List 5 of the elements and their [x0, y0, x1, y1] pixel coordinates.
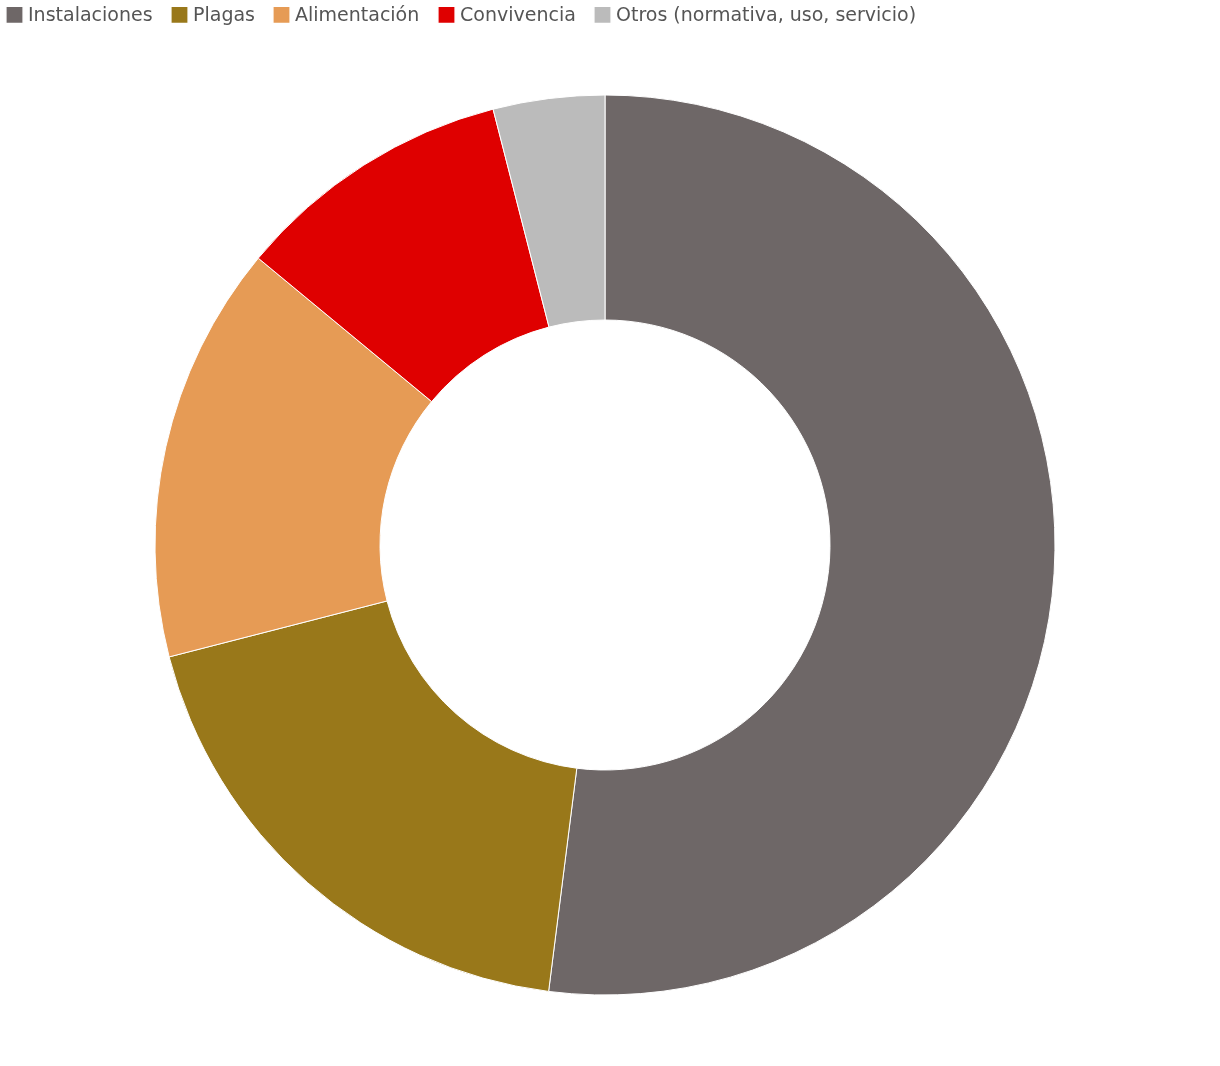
legend-label: Plagas: [193, 2, 255, 25]
legend-label: Instalaciones: [28, 2, 153, 25]
legend-label: Otros (normativa, uso, servicio): [616, 2, 917, 25]
legend-label: Convivencia: [460, 2, 576, 25]
legend-label: Alimentación: [295, 2, 420, 25]
